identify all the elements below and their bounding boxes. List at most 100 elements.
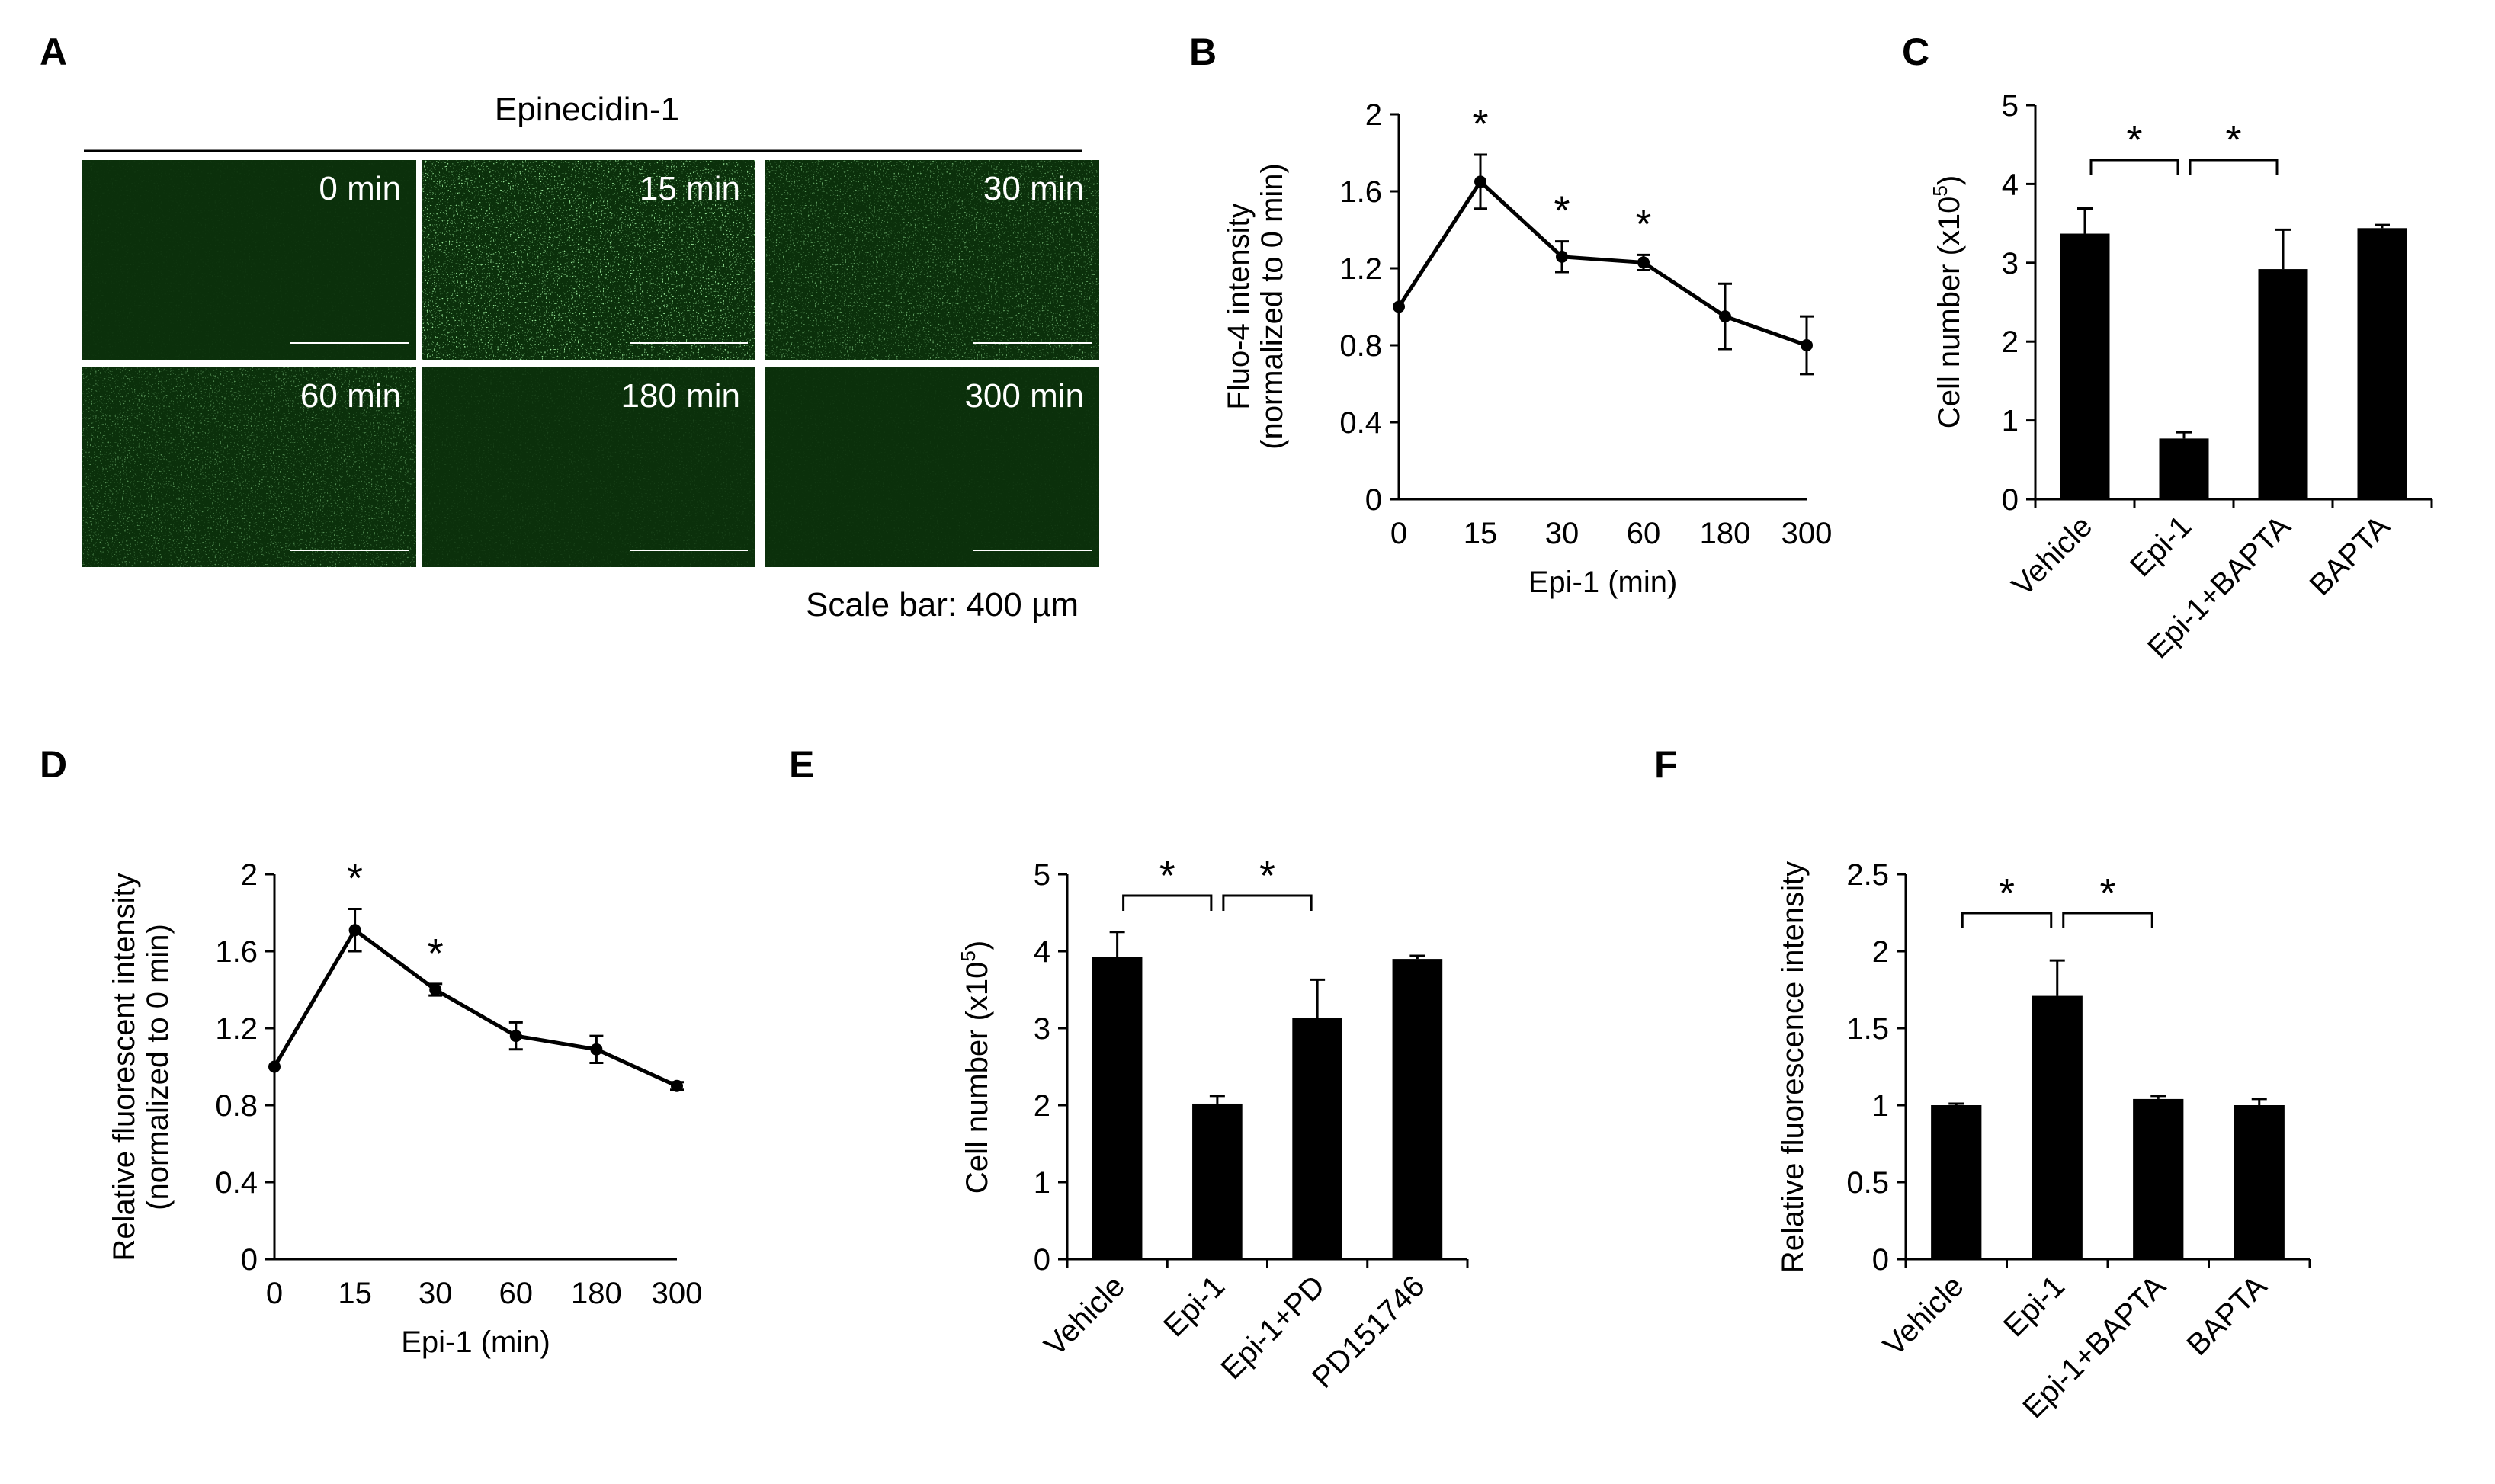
y-tick-label: 0 — [1034, 1243, 1050, 1277]
y-tick-label: 2.5 — [1846, 858, 1889, 892]
x-tick-label: Vehicle — [2006, 509, 2099, 602]
panel-a-microscopy: Epinecidin-1 0 min 15 min 30 min 60 min 180 … — [82, 91, 1099, 623]
significance-bracket — [2189, 159, 2279, 175]
y-tick-label: 0.4 — [1339, 406, 1382, 440]
data-point — [1801, 339, 1813, 351]
y-axis-label-superscript: 5 — [957, 950, 980, 961]
y-tick-label: 2 — [1034, 1089, 1050, 1123]
y-tick-label: 3 — [2002, 247, 2019, 280]
significance-star: * — [2099, 870, 2115, 916]
x-tick-label: 15 — [1464, 517, 1498, 550]
y-tick-label: 2 — [1872, 935, 1889, 969]
bar — [1192, 1103, 1243, 1259]
data-point — [509, 1030, 522, 1043]
x-tick-label: 180 — [571, 1277, 622, 1310]
scale-bar-caption: Scale bar: 400 µm — [806, 586, 1079, 623]
bar — [2234, 1105, 2285, 1259]
micrograph-time-label: 15 min — [640, 170, 740, 207]
micrograph-cells — [82, 160, 416, 360]
panel-label-a: A — [40, 30, 67, 73]
x-axis-label: Epi-1 (min) — [401, 1325, 550, 1359]
y-tick-label: 2 — [2002, 325, 2019, 359]
x-tick-label: BAPTA — [2304, 509, 2397, 602]
significance-bracket — [2062, 912, 2153, 928]
data-point — [268, 1060, 281, 1073]
bar — [2159, 438, 2209, 499]
y-tick-label: 4 — [2002, 168, 2019, 201]
y-tick-label: 2 — [1365, 98, 1382, 132]
y-axis-label: Relative fluorescence intensity — [1776, 861, 1810, 1273]
bar — [2258, 269, 2308, 499]
bar — [2357, 228, 2407, 499]
panel-label-d: D — [40, 743, 67, 786]
y-axis-label-text: Cell number (x10 — [1932, 197, 1966, 429]
x-tick-label: 300 — [652, 1277, 703, 1310]
significance-star: * — [1635, 201, 1651, 247]
y-axis-label: Relative fluorescent intensity — [107, 873, 141, 1261]
y-axis-label-text: Relative fluorescence intensity — [1776, 861, 1810, 1273]
significance-star: * — [1159, 853, 1175, 899]
y-tick-label: 0.5 — [1846, 1166, 1889, 1200]
y-tick-label: 0.8 — [215, 1089, 258, 1123]
significance-star: * — [1999, 870, 2015, 916]
y-axis-label: (normalized to 0 min) — [1256, 163, 1289, 450]
y-tick-label: 1 — [2002, 405, 2019, 438]
x-tick-label: Epi-1 — [1997, 1269, 2071, 1343]
x-tick-label: BAPTA — [2180, 1269, 2273, 1362]
y-tick-label: 1.6 — [1339, 175, 1382, 209]
y-tick-label: 0 — [1365, 483, 1382, 517]
micrograph-time-label: 0 min — [319, 170, 401, 207]
y-axis-label-end: ) — [960, 941, 994, 950]
bar — [1092, 957, 1143, 1259]
bar — [1292, 1018, 1342, 1259]
data-point — [429, 983, 442, 996]
y-axis-label-end: ) — [1932, 175, 1966, 185]
x-tick-label: Vehicle — [1877, 1269, 1970, 1362]
y-tick-label: 1.6 — [215, 935, 258, 969]
y-tick-label: 0 — [2002, 483, 2019, 517]
panel-label-f: F — [1654, 743, 1678, 786]
y-tick-label: 1.2 — [1339, 252, 1382, 286]
micrograph-cells — [765, 160, 1099, 360]
y-axis-label: (normalized to 0 min) — [141, 924, 175, 1210]
significance-star: * — [2225, 117, 2241, 163]
panel-label-b: B — [1189, 30, 1217, 73]
x-tick-label: 30 — [1545, 517, 1579, 550]
x-tick-label: 180 — [1700, 517, 1751, 550]
data-point — [1719, 310, 1731, 323]
series-line — [272, 927, 678, 1088]
panel-d-chart: 0 0.4 0.8 1.2 1.6 2 Relative fluorescent inten… — [107, 855, 702, 1359]
bar — [2060, 233, 2110, 499]
panel-label-c: C — [1902, 30, 1929, 73]
x-tick-label: Vehicle — [1038, 1269, 1131, 1362]
micrograph-cells — [422, 367, 755, 567]
y-tick-label: 4 — [1034, 935, 1050, 969]
significance-star: * — [2126, 117, 2142, 163]
x-tick-label: 300 — [1781, 517, 1833, 550]
x-tick-label: Epi-1 — [2124, 509, 2198, 583]
y-axis-label: Fluo-4 intensity — [1222, 203, 1256, 409]
y-axis-label: Cell number (x105) — [957, 941, 994, 1194]
data-point — [671, 1079, 683, 1092]
significance-star: * — [347, 855, 363, 901]
y-tick-label: 1.2 — [215, 1012, 258, 1046]
significance-star: * — [1259, 853, 1275, 899]
y-tick-label: 3 — [1034, 1012, 1050, 1046]
data-point — [1556, 250, 1568, 263]
data-point — [590, 1043, 603, 1056]
significance-star: * — [1554, 188, 1570, 234]
y-tick-label: 1 — [1034, 1166, 1050, 1200]
panel-label-e: E — [789, 743, 814, 786]
y-tick-label: 1.5 — [1846, 1012, 1889, 1046]
x-tick-label: 60 — [1627, 517, 1661, 550]
significance-bracket — [1961, 912, 2053, 928]
x-tick-label: Epi-1 — [1157, 1269, 1231, 1343]
y-tick-label: 0.4 — [215, 1166, 258, 1200]
significance-bracket — [1222, 894, 1313, 911]
y-tick-label: 0.8 — [1339, 329, 1382, 363]
y-tick-label: 5 — [1034, 858, 1050, 892]
significance-star: * — [428, 931, 444, 976]
micrograph-time-label: 300 min — [964, 377, 1084, 415]
